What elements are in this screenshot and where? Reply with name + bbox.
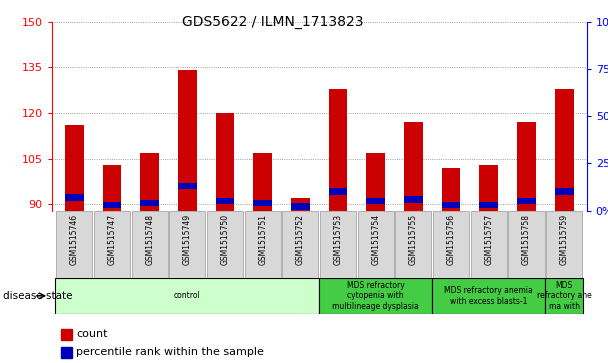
FancyBboxPatch shape [282, 211, 319, 278]
Text: GSM1515757: GSM1515757 [484, 214, 493, 265]
Text: percentile rank within the sample: percentile rank within the sample [76, 347, 264, 358]
Bar [140, 153, 159, 211]
Text: control: control [174, 291, 201, 300]
FancyBboxPatch shape [169, 211, 206, 278]
Bar [328, 188, 347, 195]
Text: MDS
refractory ane
ma with: MDS refractory ane ma with [537, 281, 592, 311]
Bar [291, 198, 310, 211]
Bar [554, 89, 573, 211]
Text: GSM1515756: GSM1515756 [447, 214, 455, 265]
Bar [366, 153, 385, 211]
FancyBboxPatch shape [320, 211, 356, 278]
Bar [404, 196, 423, 203]
Bar [216, 113, 235, 211]
FancyBboxPatch shape [395, 211, 432, 278]
Bar [65, 194, 84, 201]
Text: GSM1515759: GSM1515759 [559, 214, 568, 265]
FancyBboxPatch shape [433, 211, 469, 278]
FancyBboxPatch shape [131, 211, 168, 278]
FancyBboxPatch shape [471, 211, 507, 278]
FancyBboxPatch shape [244, 211, 281, 278]
Bar [254, 200, 272, 206]
Text: GSM1515752: GSM1515752 [296, 214, 305, 265]
Bar [65, 125, 84, 211]
Text: count: count [76, 329, 108, 339]
FancyBboxPatch shape [545, 278, 583, 314]
Text: GSM1515746: GSM1515746 [70, 214, 79, 265]
Text: GSM1515748: GSM1515748 [145, 214, 154, 265]
Bar [479, 201, 498, 208]
Bar [366, 198, 385, 204]
Text: GSM1515750: GSM1515750 [221, 214, 229, 265]
Bar [517, 198, 536, 204]
Bar [103, 201, 122, 208]
FancyBboxPatch shape [94, 211, 130, 278]
Bar [554, 188, 573, 195]
Text: MDS refractory
cytopenia with
multilineage dysplasia: MDS refractory cytopenia with multilinea… [333, 281, 419, 311]
Bar [479, 165, 498, 211]
Bar [178, 70, 197, 211]
Bar [291, 203, 310, 210]
Text: GSM1515754: GSM1515754 [371, 214, 380, 265]
Bar [328, 89, 347, 211]
Text: GSM1515753: GSM1515753 [334, 214, 342, 265]
FancyBboxPatch shape [56, 211, 92, 278]
FancyBboxPatch shape [432, 278, 545, 314]
FancyBboxPatch shape [358, 211, 394, 278]
Text: MDS refractory anemia
with excess blasts-1: MDS refractory anemia with excess blasts… [444, 286, 533, 306]
Text: disease state: disease state [3, 291, 72, 301]
Text: GSM1515758: GSM1515758 [522, 214, 531, 265]
FancyBboxPatch shape [546, 211, 582, 278]
Bar [441, 201, 460, 208]
FancyBboxPatch shape [55, 278, 319, 314]
FancyBboxPatch shape [207, 211, 243, 278]
Text: GDS5622 / ILMN_1713823: GDS5622 / ILMN_1713823 [182, 15, 364, 29]
Text: GSM1515747: GSM1515747 [108, 214, 117, 265]
Text: GSM1515751: GSM1515751 [258, 214, 267, 265]
Text: GSM1515755: GSM1515755 [409, 214, 418, 265]
Bar [178, 183, 197, 189]
Bar [140, 200, 159, 206]
FancyBboxPatch shape [319, 278, 432, 314]
Bar [441, 168, 460, 211]
Bar [404, 122, 423, 211]
Bar [517, 122, 536, 211]
Bar [254, 153, 272, 211]
Text: GSM1515749: GSM1515749 [183, 214, 192, 265]
Bar [103, 165, 122, 211]
FancyBboxPatch shape [508, 211, 545, 278]
Bar [216, 198, 235, 204]
